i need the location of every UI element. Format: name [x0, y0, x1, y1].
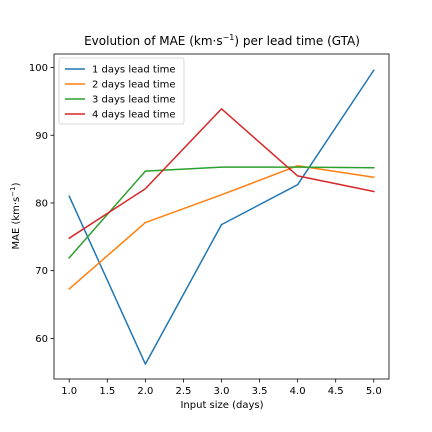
y-tick-label: 60: [35, 334, 48, 345]
legend-box: [58, 57, 185, 125]
y-tick-label: 80: [35, 198, 48, 209]
y-tick-label: 90: [35, 131, 48, 142]
x-tick-label: 2.0: [137, 386, 153, 397]
x-tick-label: 5.0: [366, 386, 382, 397]
x-axis-label: Input size (days): [180, 400, 263, 411]
chart-title: Evolution of MAE (km·s−1) per lead time …: [84, 33, 360, 48]
legend-label-2: 2 days lead time: [92, 80, 176, 91]
x-tick-label: 4.5: [328, 386, 344, 397]
series-line-4: [68, 108, 375, 240]
series-line-2: [68, 164, 375, 291]
x-tick-label: 1.0: [61, 386, 77, 397]
x-tick-label: 2.5: [175, 386, 191, 397]
y-tick-label: 70: [35, 266, 48, 277]
series-line-1: [68, 69, 375, 365]
x-tick-label: 1.5: [99, 386, 115, 397]
y-axis-label: MAE (km·s−1): [9, 182, 22, 249]
legend-label-4: 4 days lead time: [92, 110, 176, 121]
x-tick-label: 3.0: [214, 386, 230, 397]
series-line-3: [68, 166, 375, 259]
legend: 1 days lead time 2 days lead time 3 days l…: [58, 57, 185, 125]
x-tick-label: 4.0: [290, 386, 306, 397]
legend-label-1: 1 days lead time: [92, 65, 176, 76]
legend-label-3: 3 days lead time: [92, 95, 176, 106]
plot-area: 1.0 1.5 2.0 2.5 3.0 3.5 4.0 4.5 5.0 60 70 80 90 100 1 …: [29, 53, 390, 397]
x-tick-label: 3.5: [252, 386, 268, 397]
y-tick-label: 100: [29, 63, 48, 74]
